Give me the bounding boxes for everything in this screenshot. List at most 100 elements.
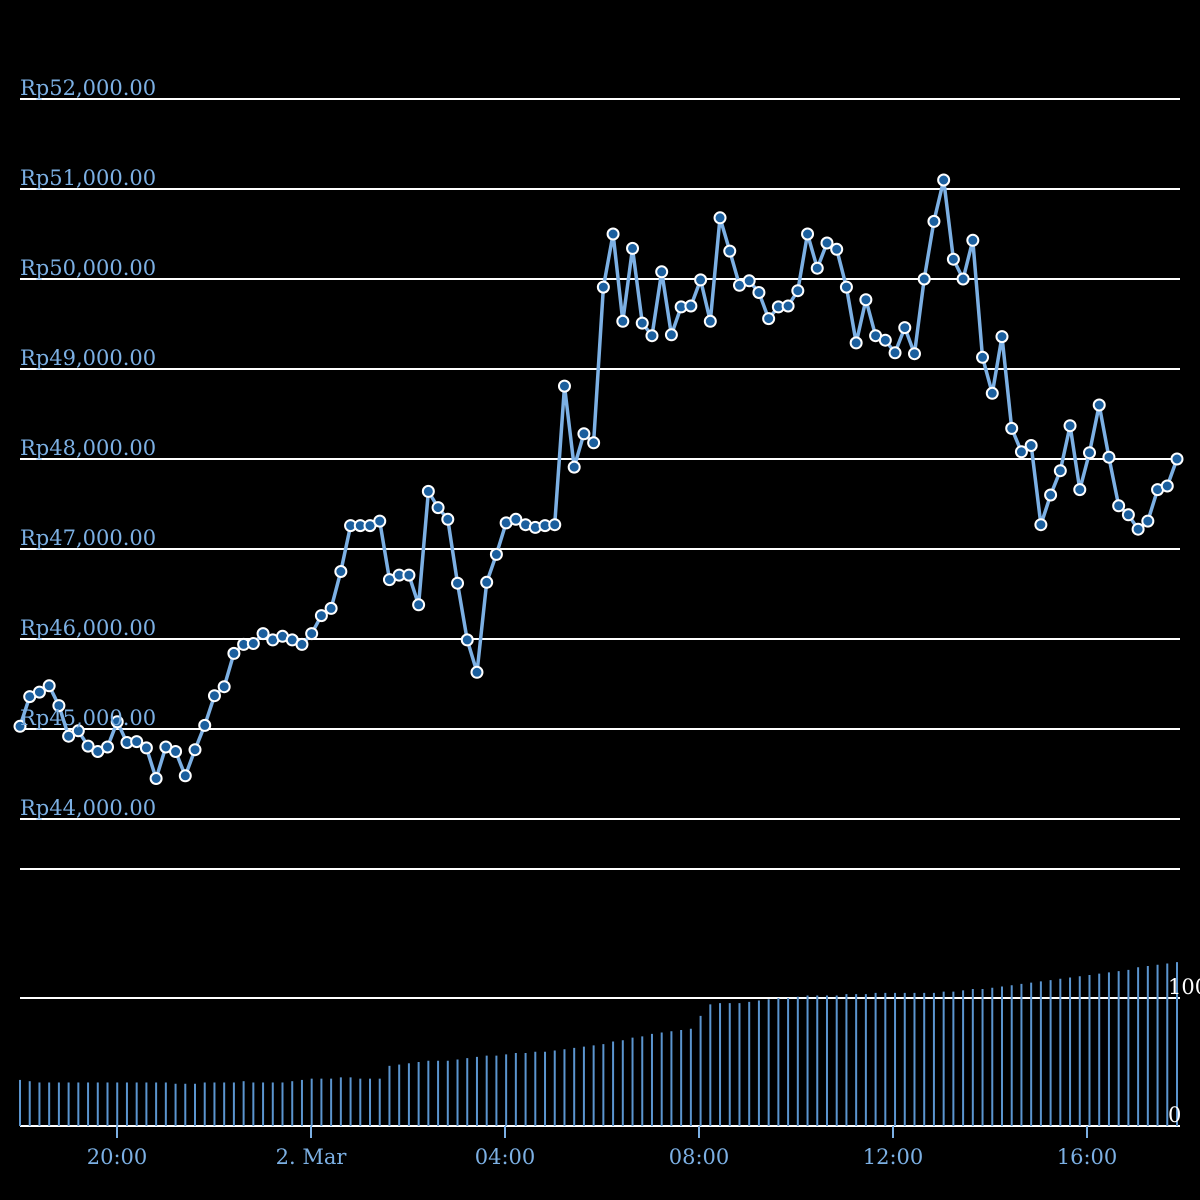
price-point[interactable] — [587, 436, 601, 450]
price-point[interactable] — [489, 547, 503, 561]
price-point[interactable] — [101, 740, 115, 754]
price-point[interactable] — [62, 729, 76, 743]
price-point[interactable] — [820, 236, 834, 250]
price-point[interactable] — [52, 699, 66, 713]
price-point[interactable] — [781, 299, 795, 313]
price-point[interactable] — [898, 321, 912, 335]
time-axis-label: 08:00 — [669, 1145, 730, 1169]
price-point[interactable] — [801, 227, 815, 241]
price-point[interactable] — [742, 274, 756, 288]
price-point[interactable] — [402, 568, 416, 582]
price-point[interactable] — [830, 242, 844, 256]
price-point[interactable] — [81, 739, 95, 753]
price-point[interactable] — [878, 333, 892, 347]
price-point[interactable] — [246, 637, 260, 650]
price-point[interactable] — [1170, 452, 1184, 466]
price-point[interactable] — [1082, 446, 1096, 460]
price-point[interactable] — [645, 329, 659, 343]
price-point[interactable] — [451, 576, 465, 590]
price-point[interactable] — [1063, 419, 1077, 433]
price-point[interactable] — [305, 627, 319, 641]
price-point[interactable] — [188, 743, 202, 757]
price-point[interactable] — [509, 512, 523, 526]
price-point[interactable] — [596, 280, 610, 294]
price-point[interactable] — [1014, 445, 1028, 459]
price-point[interactable] — [946, 252, 960, 266]
price-point[interactable] — [976, 350, 990, 364]
price-point[interactable] — [149, 772, 163, 785]
price-point[interactable] — [431, 501, 445, 515]
price-point[interactable] — [198, 718, 212, 732]
price-point[interactable] — [616, 314, 630, 328]
price-point[interactable] — [567, 460, 581, 474]
price-point[interactable] — [664, 328, 678, 342]
price-point[interactable] — [1034, 518, 1048, 532]
price-point[interactable] — [635, 316, 649, 330]
price-point[interactable] — [1102, 450, 1116, 464]
price-point[interactable] — [32, 685, 46, 699]
price-point[interactable] — [295, 637, 309, 651]
price-point[interactable] — [1024, 439, 1038, 452]
price-point[interactable] — [577, 427, 591, 441]
price-point[interactable] — [13, 719, 27, 733]
price-point[interactable] — [888, 346, 902, 360]
time-axis-label: 04:00 — [475, 1145, 536, 1169]
price-point[interactable] — [334, 565, 348, 578]
price-point[interactable] — [217, 680, 231, 694]
price-point[interactable] — [314, 609, 328, 623]
price-point[interactable] — [1160, 479, 1174, 493]
price-point[interactable] — [139, 741, 153, 755]
price-point[interactable] — [713, 211, 727, 225]
price-point[interactable] — [917, 272, 931, 286]
price-point[interactable] — [412, 598, 426, 612]
price-point[interactable] — [373, 514, 387, 528]
price-point[interactable] — [1073, 483, 1087, 497]
price-point[interactable] — [421, 484, 435, 498]
price-point[interactable] — [1044, 488, 1058, 502]
price-point[interactable] — [907, 347, 921, 361]
price-point[interactable] — [655, 265, 669, 279]
price-point[interactable] — [1141, 514, 1155, 528]
price-point[interactable] — [703, 314, 717, 328]
price-point[interactable] — [460, 633, 474, 647]
price-point[interactable] — [480, 575, 494, 589]
price-point[interactable] — [995, 330, 1009, 344]
price-point[interactable] — [1053, 464, 1067, 478]
price-point[interactable] — [110, 715, 124, 729]
price-point[interactable] — [548, 518, 562, 532]
price-point[interactable] — [966, 233, 980, 247]
price-point[interactable] — [694, 273, 708, 287]
price-point[interactable] — [626, 241, 640, 255]
price-point[interactable] — [207, 689, 221, 703]
price-point[interactable] — [1005, 421, 1019, 435]
price-point[interactable] — [178, 769, 192, 783]
price-point[interactable] — [849, 336, 863, 350]
price-point[interactable] — [42, 679, 56, 693]
price-point[interactable] — [752, 286, 766, 299]
price-point[interactable] — [169, 745, 183, 758]
price-point[interactable] — [839, 280, 853, 294]
price-point[interactable] — [1131, 522, 1145, 536]
price-point[interactable] — [956, 272, 970, 286]
price-point[interactable] — [557, 379, 571, 393]
price-point[interactable] — [684, 299, 698, 313]
price-point[interactable] — [985, 386, 999, 400]
price-point[interactable] — [937, 173, 951, 187]
price-point[interactable] — [256, 627, 270, 641]
price-point[interactable] — [859, 293, 873, 307]
price-point[interactable] — [1121, 508, 1135, 522]
price-point[interactable] — [441, 512, 455, 526]
price-point[interactable] — [71, 724, 85, 738]
price-point[interactable] — [1112, 499, 1126, 513]
price-point[interactable] — [324, 601, 338, 615]
price-point[interactable] — [927, 214, 941, 228]
price-point[interactable] — [130, 735, 144, 749]
price-point[interactable] — [762, 312, 776, 326]
price-point[interactable] — [810, 261, 824, 275]
price-point[interactable] — [723, 244, 737, 258]
price-point[interactable] — [606, 227, 620, 241]
price-point[interactable] — [791, 284, 805, 298]
price-point[interactable] — [227, 646, 241, 660]
price-point[interactable] — [1092, 398, 1106, 412]
price-point[interactable] — [470, 665, 484, 679]
